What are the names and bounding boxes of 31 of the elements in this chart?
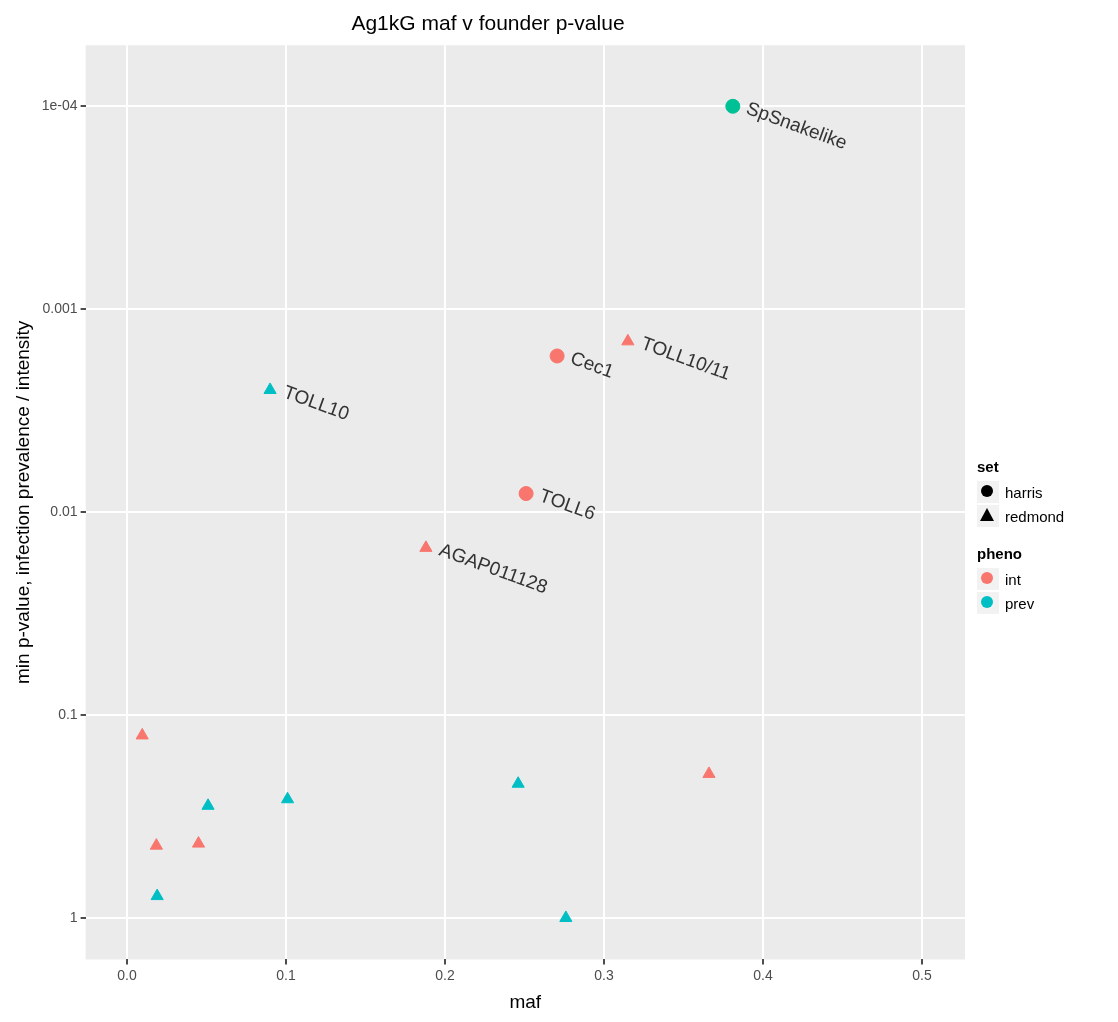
x-tick-label: 0.5 [912, 966, 933, 983]
point [511, 776, 525, 788]
point [518, 486, 534, 502]
point [549, 348, 565, 364]
y-tick-label: 1 [69, 908, 78, 925]
point [559, 910, 573, 922]
chart-title: Ag1kG maf v founder p-value [351, 11, 625, 35]
point [150, 888, 164, 901]
x-tick-label: 0.3 [594, 966, 614, 983]
y-tick-label: 0.001 [42, 300, 78, 317]
text: set [977, 458, 999, 475]
annotation: Cec1 [567, 346, 617, 382]
point [281, 791, 295, 804]
x-tick-label: 0.4 [753, 966, 773, 983]
point [725, 98, 741, 114]
legend-label: int [1005, 570, 1021, 588]
y-tick-label: 1e-04 [41, 97, 78, 114]
text: harris [1005, 483, 1043, 501]
x-tick-label: 0.2 [435, 966, 455, 983]
text: pheno [977, 545, 1022, 562]
y-tick-label: 0.1 [58, 705, 78, 722]
point [263, 382, 277, 394]
point [201, 798, 215, 810]
x-tick-label: 0.1 [276, 966, 296, 983]
annotation: TOLL6 [536, 484, 599, 524]
x-axis-title: maf [509, 990, 542, 1012]
x-tick-label: 0.0 [117, 966, 137, 983]
legend-label: prev [1005, 594, 1035, 612]
text: redmond [1005, 507, 1065, 525]
y-tick-label: 0.01 [50, 502, 78, 519]
y-axis-title: min p-value, infection prevalence / intensity [11, 320, 33, 684]
